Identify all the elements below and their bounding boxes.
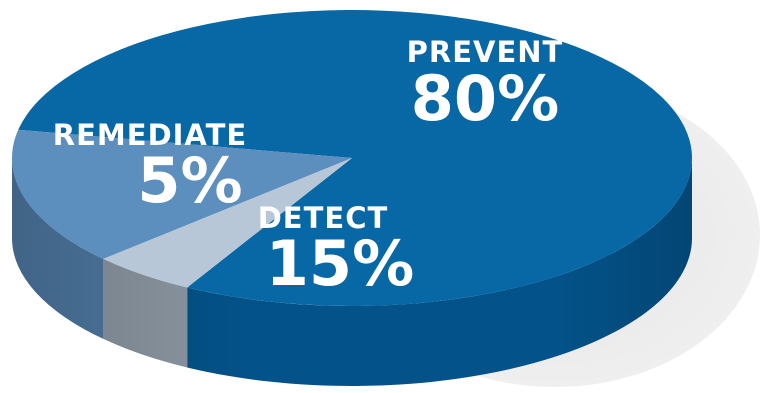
label-detect-name: DETECT xyxy=(258,201,389,235)
label-prevent-value: 80% xyxy=(411,62,559,135)
label-remediate-value: 5% xyxy=(137,144,242,217)
label-remediate-name: REMEDIATE xyxy=(53,118,247,152)
slice-prevent xyxy=(18,9,693,306)
label-detect-value: 15% xyxy=(266,227,414,300)
slice-remediate xyxy=(103,158,352,288)
label-prevent-name: PREVENT xyxy=(407,35,564,69)
pie-top-face xyxy=(11,9,693,306)
slice-detect xyxy=(11,129,352,259)
